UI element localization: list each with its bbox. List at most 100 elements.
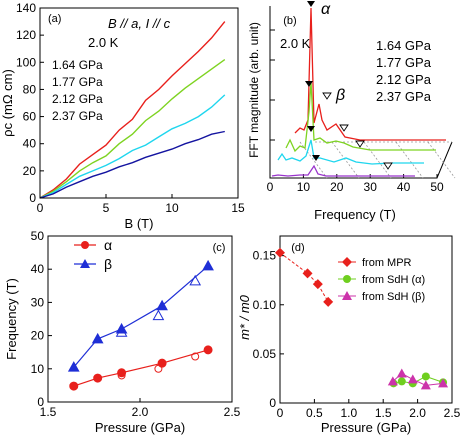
legend-marker-d [342, 257, 352, 267]
y-tick-label-a: 80 [23, 82, 37, 96]
x-tick-label-b: 0 [267, 180, 274, 194]
x-tick-label-d: 2.5 [444, 406, 461, 420]
x-tick-label-d: 1.5 [375, 406, 392, 420]
alpha-open-point [154, 364, 163, 373]
panel-label-b: (b) [283, 15, 296, 27]
legend-1.64-GPa: 1.64 GPa [376, 38, 432, 53]
x-tick-label-c: 2.0 [132, 405, 149, 419]
y-axis-label-d: m* / m0 [237, 294, 252, 340]
beta-open-point [152, 309, 165, 321]
y-tick-label-d: 0.10 [253, 298, 277, 312]
grid-depth-b [395, 141, 424, 179]
series-line-1.64-GPa [294, 7, 446, 141]
legend-alpha-marker [81, 241, 89, 249]
y-tick-label-a: 120 [16, 28, 36, 42]
y-axis-label-a: ρc (mΩ cm) [0, 69, 15, 137]
sdh-beta-point [438, 378, 449, 388]
y-tick-label-a: 140 [16, 1, 36, 15]
y-tick-label-a: 60 [23, 110, 37, 124]
y-tick-label-c: 40 [31, 262, 45, 276]
y-tick-label-c: 0 [37, 395, 44, 409]
series-line-2.12-GPa [39, 94, 226, 199]
mpr-point [275, 247, 285, 258]
legend-label-d: from SdH (β) [362, 291, 425, 303]
x-tick-label-d: 2.0 [409, 406, 426, 420]
beta-point [115, 322, 128, 334]
legend-1.77-GPa: 1.77 GPa [376, 55, 432, 70]
alpha-peak-marker [305, 81, 313, 87]
sdh-alpha-point [421, 372, 430, 381]
beta-point [91, 332, 104, 344]
panel-label-d: (d) [291, 242, 304, 254]
beta-point [67, 361, 80, 372]
y-tick-label-a: 40 [23, 137, 37, 151]
x-axis-label-a: B (T) [125, 216, 154, 231]
x-tick-label-c: 1.5 [40, 405, 57, 419]
sdh-beta-point [387, 376, 398, 386]
beta-peak-marker [383, 162, 393, 170]
series-line-2.37-GPa [39, 130, 225, 199]
grid-depth-b [427, 141, 456, 179]
x-tick-label-a: 5 [103, 201, 110, 215]
plot-frame-a [39, 7, 239, 199]
x-tick-label-d: 0.5 [306, 406, 323, 420]
legend-marker-d [343, 275, 351, 283]
alpha-point [157, 358, 167, 368]
x-axis-label-c: Pressure (GPa) [95, 420, 185, 435]
beta-peak-marker [355, 140, 365, 148]
x-tick-label-b: 10 [297, 180, 311, 194]
legend-2.12-GPa: 2.12 GPa [52, 92, 103, 106]
y-tick-label-d: 0.15 [253, 249, 277, 263]
sdh-beta-point [407, 374, 418, 384]
beta-point [156, 299, 168, 311]
legend-label-d: from SdH (α) [362, 274, 425, 286]
y-tick-label-c: 20 [31, 329, 45, 343]
alpha-peak-marker [307, 126, 315, 132]
y-tick-label-a: 20 [23, 164, 37, 178]
x-axis-label-d: Pressure (GPa) [321, 420, 411, 435]
beta-peak-marker [322, 92, 332, 100]
x-tick-label-c: 2.5 [224, 405, 241, 419]
beta-point [202, 259, 214, 271]
plot-frame-d [279, 235, 453, 404]
alpha-peak-marker [307, 1, 315, 7]
panel-label-a: (a) [48, 13, 61, 25]
plot-frame-b [269, 6, 453, 179]
alpha-label: α [321, 1, 331, 18]
series-line-1.64-GPa [39, 21, 226, 199]
y-axis-label-b: FFT magnitude (arb. unit) [247, 22, 261, 158]
y-tick-label-a: 100 [16, 55, 36, 69]
x-tick-label-b: 20 [330, 180, 344, 194]
x-axis-label-b: Frequency (T) [314, 207, 396, 222]
y-tick-label-d: 0.05 [253, 347, 277, 361]
x-tick-label-b: 30 [364, 180, 378, 194]
x-tick-label-a: 15 [231, 201, 245, 215]
mpr-point [312, 279, 323, 290]
legend-marker-d [342, 291, 352, 300]
y-tick-label-c: 30 [31, 295, 45, 309]
series-line-1.77-GPa [285, 81, 436, 153]
grid-depth-b [331, 141, 360, 179]
alpha-open-point [117, 371, 126, 380]
sdh-beta-point [420, 380, 431, 390]
grid-depth-b [299, 141, 328, 179]
legend-2.37-GPa: 2.37 GPa [376, 89, 432, 104]
legend-2.37-GPa: 2.37 GPa [52, 109, 103, 123]
alpha-open-point [191, 352, 200, 361]
series-line-2.12-GPa [277, 139, 424, 165]
series-line-2.37-GPa [271, 164, 415, 177]
alpha-point [117, 368, 127, 378]
x-tick-label-a: 0 [37, 201, 44, 215]
mpr-point [323, 296, 334, 307]
alpha-point [203, 345, 213, 355]
x-tick-label-d: 1.0 [340, 406, 357, 420]
beta-open-point [189, 274, 202, 286]
series-line-1.77-GPa [39, 59, 226, 199]
legend-1.64-GPa: 1.64 GPa [52, 58, 103, 72]
x-tick-label-d: 0 [277, 406, 284, 420]
legend-beta-marker [80, 259, 90, 268]
temperature-a: 2.0 K [88, 35, 119, 50]
grid-depth-b [363, 141, 392, 179]
y-tick-label-c: 50 [31, 229, 45, 243]
